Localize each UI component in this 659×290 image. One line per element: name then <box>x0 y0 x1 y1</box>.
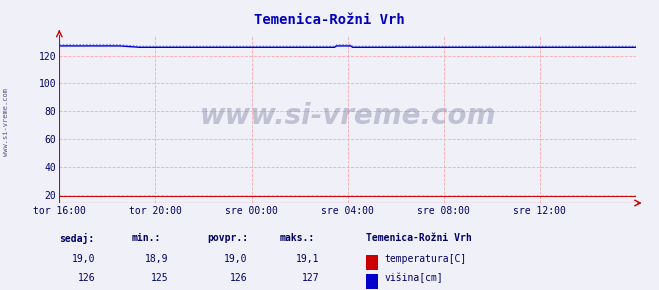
Text: 125: 125 <box>150 273 168 283</box>
Text: 19,1: 19,1 <box>296 254 320 264</box>
Text: min.:: min.: <box>132 233 161 243</box>
Text: maks.:: maks.: <box>280 233 315 243</box>
Text: višina[cm]: višina[cm] <box>384 273 443 284</box>
Text: www.si-vreme.com: www.si-vreme.com <box>200 102 496 130</box>
Text: 126: 126 <box>78 273 96 283</box>
Text: 19,0: 19,0 <box>72 254 96 264</box>
Text: 19,0: 19,0 <box>223 254 247 264</box>
Text: www.si-vreme.com: www.si-vreme.com <box>3 88 9 156</box>
Text: Temenica-Rožni Vrh: Temenica-Rožni Vrh <box>254 13 405 27</box>
Text: sedaj:: sedaj: <box>59 233 94 244</box>
Text: 127: 127 <box>302 273 320 283</box>
Text: 126: 126 <box>229 273 247 283</box>
Text: povpr.:: povpr.: <box>208 233 248 243</box>
Text: temperatura[C]: temperatura[C] <box>384 254 467 264</box>
Text: 18,9: 18,9 <box>144 254 168 264</box>
Text: Temenica-Rožni Vrh: Temenica-Rožni Vrh <box>366 233 471 243</box>
